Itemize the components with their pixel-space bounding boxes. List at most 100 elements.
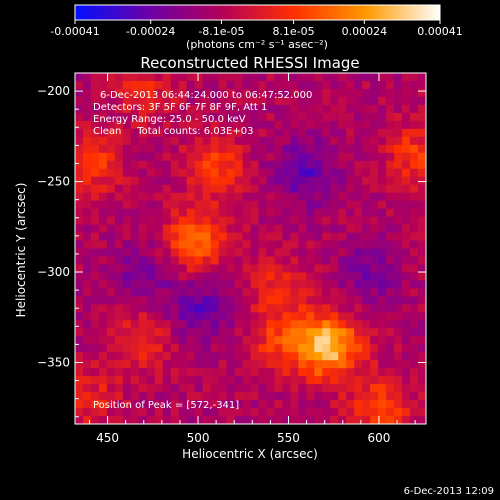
heatmap-cell (306, 104, 315, 114)
heatmap-cell (130, 88, 140, 98)
heatmap-cell (242, 168, 252, 178)
heatmap-cell (394, 248, 403, 258)
heatmap-cell (82, 120, 92, 130)
heatmap-cell (394, 344, 403, 353)
heatmap-cell (82, 392, 92, 401)
heatmap-cell (242, 208, 252, 218)
heatmap-cell (290, 256, 299, 266)
heatmap-cell (306, 73, 315, 82)
heatmap-cell (146, 384, 156, 393)
heatmap-cell (122, 272, 132, 282)
heatmap-cell (154, 328, 164, 337)
heatmap-cell (362, 152, 371, 162)
heatmap-cell (82, 352, 92, 361)
heatmap-cell (162, 144, 172, 154)
heatmap-cell (106, 73, 116, 82)
heatmap-cell (322, 88, 331, 98)
heatmap-cell (314, 80, 323, 90)
heatmap-cell (322, 312, 331, 321)
heatmap-cell (330, 192, 339, 202)
heatmap-cell (274, 328, 284, 337)
heatmap-cell (194, 88, 204, 98)
heatmap-cell (394, 73, 403, 82)
heatmap-cell (314, 152, 323, 162)
heatmap-cell (362, 216, 371, 226)
heatmap-cell (122, 112, 132, 122)
heatmap-cell (290, 120, 299, 130)
heatmap-cell (75, 216, 84, 226)
heatmap-cell (394, 104, 403, 114)
heatmap-cell (258, 216, 268, 226)
heatmap-cell (410, 73, 419, 82)
heatmap-cell (130, 224, 140, 234)
heatmap-cell (122, 328, 132, 337)
heatmap-cell (170, 88, 180, 98)
heatmap-cell (75, 376, 84, 385)
heatmap-cell (146, 200, 156, 210)
heatmap-cell (90, 112, 100, 122)
heatmap-cell (290, 104, 299, 114)
heatmap-cell (226, 128, 236, 138)
heatmap-cell (162, 240, 172, 250)
heatmap-cell (402, 168, 411, 178)
heatmap-cell (178, 416, 188, 424)
heatmap-cell (274, 368, 284, 377)
heatmap-cell (386, 200, 395, 210)
heatmap-cell (378, 304, 387, 313)
heatmap-cell (210, 264, 220, 274)
heatmap-cell (234, 128, 244, 138)
heatmap-cell (178, 280, 188, 289)
heatmap-cell (194, 200, 204, 210)
heatmap-cell (346, 304, 355, 313)
heatmap-cell (138, 208, 148, 218)
heatmap-cell (402, 272, 411, 282)
heatmap-cell (162, 280, 172, 289)
heatmap-cell (346, 232, 355, 242)
heatmap-cell (394, 352, 403, 361)
heatmap-cell (274, 128, 284, 138)
heatmap-cell (330, 88, 339, 98)
heatmap-cell (314, 208, 323, 218)
heatmap-cell (218, 232, 228, 242)
heatmap-cell (138, 416, 148, 424)
heatmap-cell (178, 176, 188, 186)
heatmap-cell (146, 232, 156, 242)
heatmap-cell (250, 216, 260, 226)
heatmap-cell (130, 328, 140, 337)
heatmap-cell (298, 192, 307, 202)
heatmap-cell (354, 232, 363, 242)
heatmap-cell (90, 73, 100, 82)
heatmap-cell (242, 73, 252, 82)
heatmap-cell (242, 400, 252, 409)
heatmap-cell (75, 240, 84, 250)
heatmap-cell (98, 248, 108, 258)
heatmap-cell (274, 256, 284, 266)
heatmap-cell (418, 224, 426, 234)
heatmap-cell (138, 384, 148, 393)
heatmap-cell (218, 360, 228, 369)
heatmap-cell (234, 144, 244, 154)
heatmap-cell (338, 136, 347, 146)
heatmap-cell (330, 80, 339, 90)
heatmap-cell (418, 256, 426, 266)
heatmap-cell (226, 336, 236, 345)
heatmap-cell (202, 384, 212, 393)
heatmap-cell (82, 344, 92, 353)
heatmap-cell (274, 200, 284, 210)
heatmap-cell (138, 192, 148, 202)
heatmap-cell (226, 272, 236, 282)
heatmap-cell (338, 88, 347, 98)
heatmap-cell (234, 288, 244, 297)
heatmap-cell (354, 192, 363, 202)
heatmap-cell (170, 280, 180, 289)
heatmap-cell (75, 200, 84, 210)
heatmap-cell (122, 312, 132, 321)
heatmap-cell (234, 344, 244, 353)
heatmap-cell (266, 312, 276, 321)
heatmap-cell (194, 296, 204, 305)
heatmap-cell (418, 376, 426, 385)
heatmap-cell (266, 336, 276, 345)
heatmap-cell (146, 136, 156, 146)
heatmap-cell (402, 128, 411, 138)
heatmap-cell (154, 168, 164, 178)
